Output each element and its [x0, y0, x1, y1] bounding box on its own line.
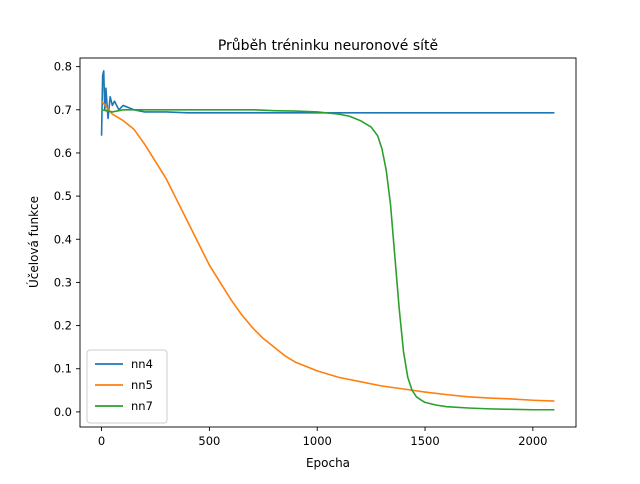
y-tick-label: 0.0	[54, 405, 72, 419]
y-axis-label: Účelová funkce	[26, 196, 41, 288]
legend-label-nn5: nn5	[131, 378, 153, 392]
y-tick-label: 0.3	[54, 275, 72, 289]
x-axis: 0 500 1000 1500 2000	[98, 427, 548, 448]
series-line-nn4	[100, 70, 555, 136]
y-tick-label: 0.6	[54, 146, 72, 160]
y-tick-label: 0.8	[54, 60, 72, 74]
x-axis-label: Epocha	[306, 456, 350, 470]
legend-label-nn4: nn4	[131, 357, 153, 371]
plot-frame	[79, 57, 577, 428]
y-tick-label: 0.4	[54, 232, 72, 246]
legend-box	[86, 349, 168, 424]
x-tick-label: 1500	[410, 434, 439, 448]
series-line-nn7	[101, 108, 555, 411]
legend: nn4 nn5 nn7	[86, 349, 168, 424]
y-tick-label: 0.2	[54, 319, 72, 333]
y-tick-label: 0.1	[54, 362, 72, 376]
y-axis: 0.0 0.1 0.2 0.3 0.4 0.5 0.6 0.7 0.8	[54, 60, 80, 419]
y-tick-label: 0.7	[54, 103, 72, 117]
legend-label-nn7: nn7	[131, 399, 153, 413]
x-tick-label: 2000	[518, 434, 547, 448]
series-group	[100, 70, 555, 411]
series-line-nn5	[100, 100, 555, 402]
y-tick-label: 0.5	[54, 189, 72, 203]
x-tick-label: 500	[198, 434, 220, 448]
x-tick-label: 1000	[303, 434, 332, 448]
x-tick-label: 0	[98, 434, 105, 448]
chart-title: Průběh tréninku neuronové sítě	[218, 38, 438, 54]
